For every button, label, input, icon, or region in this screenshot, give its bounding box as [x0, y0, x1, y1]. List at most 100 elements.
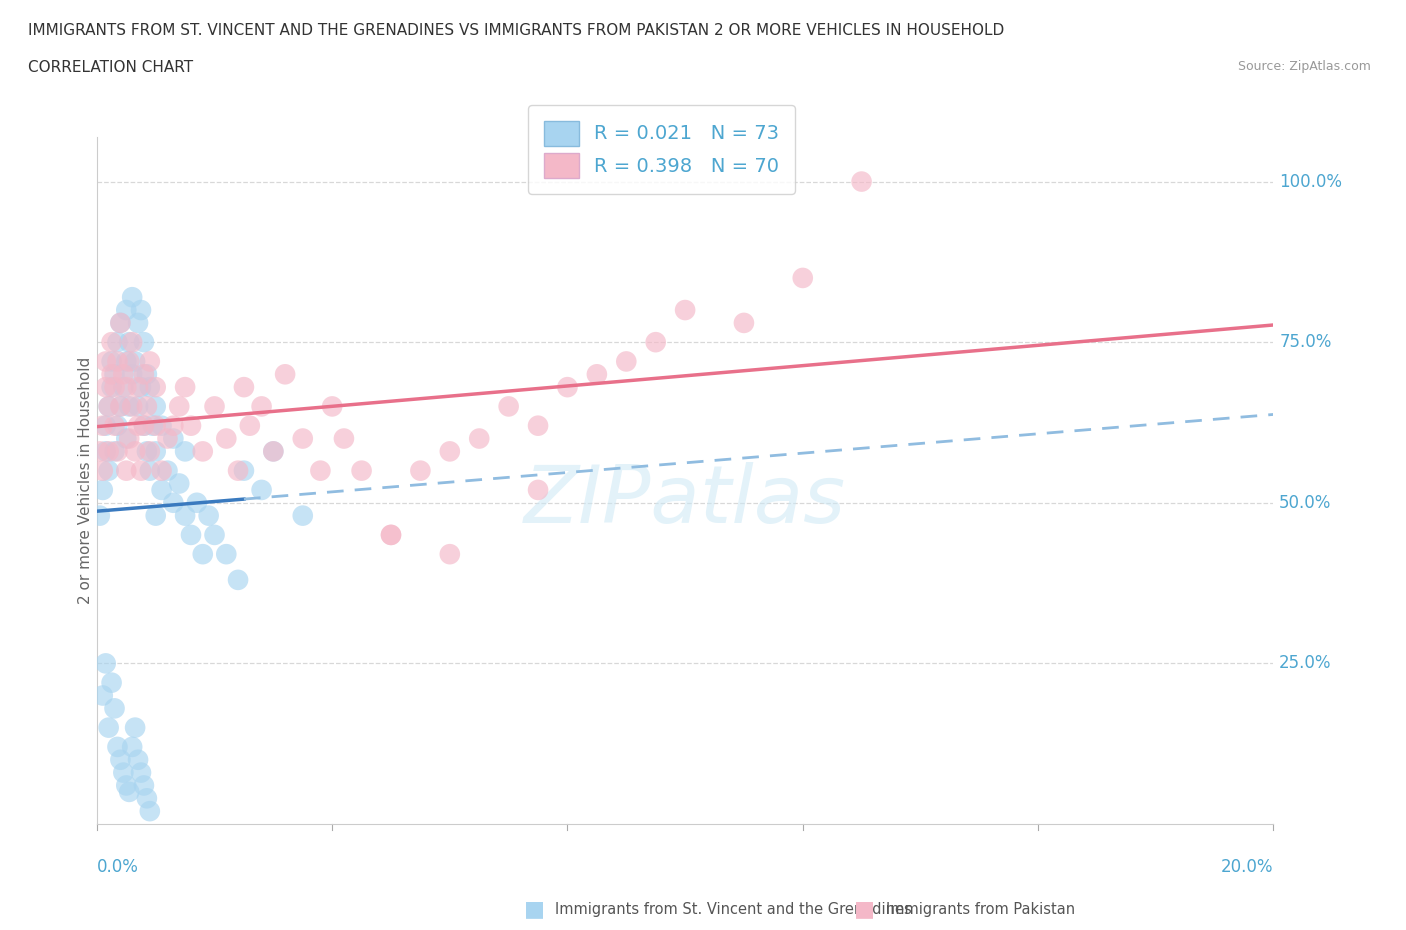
Point: [333, 432, 356, 446]
Point: [112, 366, 135, 381]
Text: 75.0%: 75.0%: [1279, 333, 1331, 352]
Point: [135, 399, 157, 414]
Point: [150, 483, 173, 498]
Point: [89, 444, 111, 458]
Point: [145, 418, 167, 433]
Point: [468, 432, 491, 446]
Text: Immigrants from St. Vincent and the Grenadines: Immigrants from St. Vincent and the Gren…: [555, 902, 912, 917]
Point: [174, 379, 197, 394]
Point: [226, 463, 249, 478]
Point: [135, 444, 157, 458]
Point: [197, 508, 219, 523]
Point: [186, 496, 208, 511]
Point: [118, 399, 141, 414]
Point: [100, 675, 122, 690]
Point: [132, 418, 155, 433]
Point: [180, 418, 202, 433]
Text: ■: ■: [855, 899, 875, 920]
Point: [129, 379, 152, 394]
Point: [239, 418, 262, 433]
Text: IMMIGRANTS FROM ST. VINCENT AND THE GRENADINES VS IMMIGRANTS FROM PAKISTAN 2 OR : IMMIGRANTS FROM ST. VINCENT AND THE GREN…: [28, 23, 1004, 38]
Point: [191, 444, 214, 458]
Point: [124, 444, 146, 458]
Point: [121, 366, 143, 381]
Point: [291, 432, 314, 446]
Point: [614, 354, 637, 369]
Point: [127, 315, 149, 330]
Point: [250, 483, 273, 498]
Point: [94, 656, 117, 671]
Point: [204, 399, 226, 414]
Point: [139, 804, 162, 818]
Point: [215, 432, 238, 446]
Point: [139, 379, 162, 394]
Point: [107, 418, 129, 433]
Point: [127, 418, 149, 433]
Point: [733, 315, 755, 330]
Text: 0.0%: 0.0%: [97, 858, 139, 876]
Point: [103, 366, 125, 381]
Point: [124, 354, 146, 369]
Point: [115, 379, 138, 394]
Legend: R = 0.021   N = 73, R = 0.398   N = 70: R = 0.021 N = 73, R = 0.398 N = 70: [529, 105, 794, 194]
Point: [156, 432, 179, 446]
Point: [145, 399, 167, 414]
Point: [321, 399, 343, 414]
Point: [129, 463, 152, 478]
Point: [162, 418, 184, 433]
Point: [121, 290, 143, 305]
Point: [91, 483, 114, 498]
Point: [110, 399, 132, 414]
Point: [100, 366, 122, 381]
Point: [139, 354, 162, 369]
Y-axis label: 2 or more Vehicles in Household: 2 or more Vehicles in Household: [79, 357, 93, 604]
Point: [644, 335, 666, 350]
Text: 20.0%: 20.0%: [1220, 858, 1274, 876]
Point: [673, 302, 696, 317]
Point: [112, 379, 135, 394]
Point: [127, 379, 149, 394]
Point: [162, 496, 184, 511]
Point: [103, 701, 125, 716]
Point: [135, 366, 157, 381]
Point: [204, 527, 226, 542]
Point: [557, 379, 579, 394]
Point: [100, 335, 122, 350]
Point: [150, 463, 173, 478]
Point: [107, 739, 129, 754]
Point: [118, 335, 141, 350]
Text: Immigrants from Pakistan: Immigrants from Pakistan: [886, 902, 1076, 917]
Point: [262, 444, 284, 458]
Point: [129, 302, 152, 317]
Point: [156, 463, 179, 478]
Text: 50.0%: 50.0%: [1279, 494, 1331, 512]
Point: [142, 418, 165, 433]
Point: [851, 174, 873, 189]
Point: [115, 463, 138, 478]
Point: [129, 765, 152, 780]
Point: [262, 444, 284, 458]
Point: [124, 720, 146, 735]
Point: [100, 379, 122, 394]
Point: [350, 463, 373, 478]
Point: [110, 315, 132, 330]
Point: [91, 463, 114, 478]
Point: [191, 547, 214, 562]
Point: [150, 418, 173, 433]
Point: [115, 778, 138, 793]
Point: [232, 379, 254, 394]
Point: [91, 418, 114, 433]
Point: [139, 444, 162, 458]
Point: [91, 688, 114, 703]
Point: [527, 418, 550, 433]
Point: [162, 432, 184, 446]
Point: [145, 379, 167, 394]
Point: [107, 335, 129, 350]
Point: [94, 418, 117, 433]
Point: [118, 432, 141, 446]
Point: [89, 508, 111, 523]
Point: [118, 784, 141, 799]
Point: [132, 366, 155, 381]
Point: [498, 399, 520, 414]
Text: CORRELATION CHART: CORRELATION CHART: [28, 60, 193, 75]
